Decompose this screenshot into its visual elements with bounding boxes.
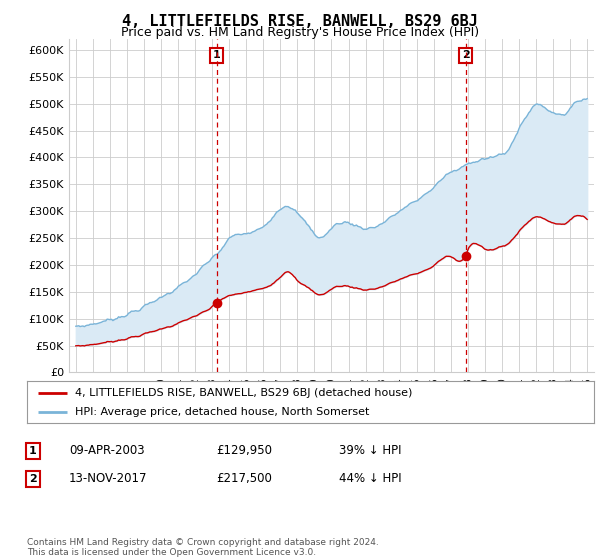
Text: 39% ↓ HPI: 39% ↓ HPI bbox=[339, 444, 401, 458]
Text: Price paid vs. HM Land Registry's House Price Index (HPI): Price paid vs. HM Land Registry's House … bbox=[121, 26, 479, 39]
Text: 1: 1 bbox=[29, 446, 37, 456]
Text: 1: 1 bbox=[213, 50, 221, 60]
Text: 4, LITTLEFIELDS RISE, BANWELL, BS29 6BJ (detached house): 4, LITTLEFIELDS RISE, BANWELL, BS29 6BJ … bbox=[75, 388, 413, 398]
Text: 13-NOV-2017: 13-NOV-2017 bbox=[69, 472, 148, 486]
Text: 2: 2 bbox=[29, 474, 37, 484]
Text: 44% ↓ HPI: 44% ↓ HPI bbox=[339, 472, 401, 486]
Text: £129,950: £129,950 bbox=[216, 444, 272, 458]
Text: 4, LITTLEFIELDS RISE, BANWELL, BS29 6BJ: 4, LITTLEFIELDS RISE, BANWELL, BS29 6BJ bbox=[122, 14, 478, 29]
Text: 2: 2 bbox=[462, 50, 470, 60]
Text: Contains HM Land Registry data © Crown copyright and database right 2024.
This d: Contains HM Land Registry data © Crown c… bbox=[27, 538, 379, 557]
Text: £217,500: £217,500 bbox=[216, 472, 272, 486]
Text: 09-APR-2003: 09-APR-2003 bbox=[69, 444, 145, 458]
Text: HPI: Average price, detached house, North Somerset: HPI: Average price, detached house, Nort… bbox=[75, 407, 370, 417]
